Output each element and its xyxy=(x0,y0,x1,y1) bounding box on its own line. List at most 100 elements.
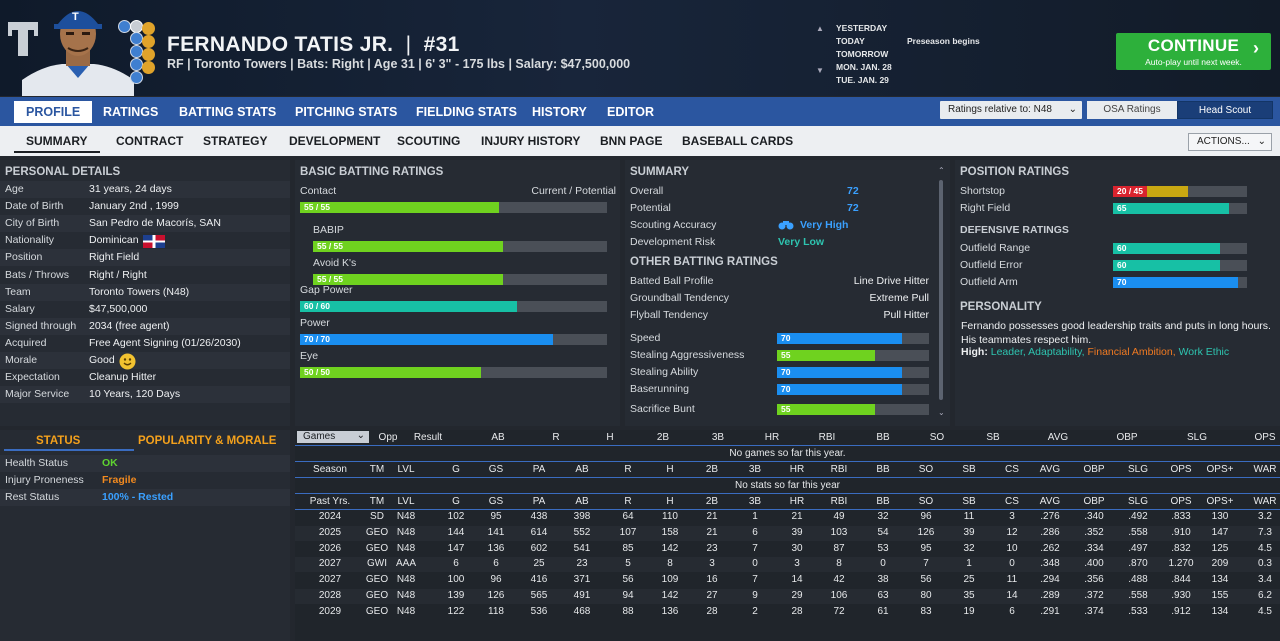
career-column-header[interactable]: H xyxy=(666,496,674,507)
tab-editor[interactable]: EDITOR xyxy=(607,105,654,119)
career-column-header[interactable]: SLG xyxy=(1127,496,1148,507)
subtab-bnn-page[interactable]: BNN PAGE xyxy=(600,134,663,148)
games-column-header[interactable]: AB xyxy=(491,432,505,443)
season-column-header[interactable]: R xyxy=(624,464,632,475)
tab-history[interactable]: HISTORY xyxy=(532,105,587,119)
tab-popularity-morale[interactable]: POPULARITY & MORALE xyxy=(138,435,277,447)
subtab-summary[interactable]: SUMMARY xyxy=(14,126,100,153)
games-column-header[interactable]: BB xyxy=(876,432,890,443)
career-column-header[interactable]: R xyxy=(624,496,632,507)
badge-icon[interactable] xyxy=(142,48,155,61)
career-column-header[interactable]: BB xyxy=(876,496,890,507)
season-column-header[interactable]: GS xyxy=(488,464,504,475)
season-column-header[interactable]: OPS+ xyxy=(1206,464,1234,475)
games-column-header[interactable]: SB xyxy=(986,432,1000,443)
games-column-header[interactable]: H xyxy=(606,432,614,443)
games-column-header[interactable]: Result xyxy=(413,432,443,443)
season-column-header[interactable]: PA xyxy=(532,464,546,475)
career-column-header[interactable]: TM xyxy=(369,496,385,507)
career-column-header[interactable]: CS xyxy=(1005,496,1019,507)
career-column-header[interactable]: AB xyxy=(575,496,589,507)
season-column-header[interactable]: SLG xyxy=(1127,464,1148,475)
season-column-header[interactable]: TM xyxy=(369,464,385,475)
season-column-header[interactable]: LVL xyxy=(397,464,415,475)
games-column-header[interactable]: R xyxy=(552,432,560,443)
games-column-header[interactable]: OPS xyxy=(1254,432,1276,443)
season-column-header[interactable]: H xyxy=(666,464,674,475)
tab-profile[interactable]: PROFILE xyxy=(14,101,93,123)
career-column-header[interactable]: SO xyxy=(918,496,934,507)
career-column-header[interactable]: RBI xyxy=(830,496,848,507)
career-column-header[interactable]: OPS xyxy=(1170,496,1192,507)
career-column-header[interactable]: PA xyxy=(532,496,546,507)
career-column-header[interactable]: OBP xyxy=(1083,496,1105,507)
schedule-day[interactable]: MON. JAN. 28 xyxy=(836,62,892,72)
career-column-header[interactable]: G xyxy=(452,496,460,507)
games-column-header[interactable]: SO xyxy=(929,432,945,443)
actions-dropdown[interactable]: ACTIONS... ⌄ xyxy=(1188,133,1272,151)
schedule-up-icon[interactable]: ▲ xyxy=(816,24,824,33)
tab-status[interactable]: STATUS xyxy=(4,435,134,451)
scroll-down-icon[interactable]: ⌄ xyxy=(938,408,945,417)
games-column-header[interactable]: SLG xyxy=(1186,432,1207,443)
season-column-header[interactable]: HR xyxy=(789,464,805,475)
season-column-header[interactable]: OPS xyxy=(1170,464,1192,475)
season-column-header[interactable]: SO xyxy=(918,464,934,475)
season-column-header[interactable]: RBI xyxy=(830,464,848,475)
career-column-header[interactable]: WAR xyxy=(1253,496,1277,507)
subtab-strategy[interactable]: STRATEGY xyxy=(203,134,268,148)
badge-icon[interactable] xyxy=(130,32,143,45)
badge-icon[interactable] xyxy=(142,22,155,35)
subtab-scouting[interactable]: SCOUTING xyxy=(397,134,461,148)
badge-icon[interactable] xyxy=(142,61,155,74)
schedule-day[interactable]: TOMORROW xyxy=(836,49,889,59)
season-column-header[interactable]: BB xyxy=(876,464,890,475)
career-column-header[interactable]: 3B xyxy=(748,496,762,507)
games-column-header[interactable]: RBI xyxy=(818,432,836,443)
scrollbar-thumb[interactable] xyxy=(939,180,943,400)
badge-icon[interactable] xyxy=(130,58,143,71)
subtab-baseball-cards[interactable]: BASEBALL CARDS xyxy=(682,134,794,148)
season-column-header[interactable]: 2B xyxy=(705,464,719,475)
badge-icon[interactable] xyxy=(142,35,155,48)
games-column-header[interactable]: 3B xyxy=(711,432,725,443)
career-column-header[interactable]: SB xyxy=(962,496,976,507)
osa-ratings-button[interactable]: OSA Ratings xyxy=(1087,101,1177,119)
games-column-header[interactable]: 2B xyxy=(656,432,670,443)
career-column-header[interactable]: HR xyxy=(789,496,805,507)
career-column-header[interactable]: 2B xyxy=(705,496,719,507)
career-column-header[interactable]: AVG xyxy=(1039,496,1061,507)
schedule-day[interactable]: TODAY xyxy=(836,36,865,46)
career-column-header[interactable]: Past Yrs. xyxy=(309,496,351,507)
games-column-header[interactable]: HR xyxy=(764,432,780,443)
games-column-header[interactable]: AVG xyxy=(1047,432,1069,443)
career-column-header[interactable]: GS xyxy=(488,496,504,507)
season-column-header[interactable]: SB xyxy=(962,464,976,475)
career-column-header[interactable]: LVL xyxy=(397,496,415,507)
tab-fielding-stats[interactable]: FIELDING STATS xyxy=(416,105,517,119)
tab-batting-stats[interactable]: BATTING STATS xyxy=(179,105,277,119)
tab-ratings[interactable]: RATINGS xyxy=(103,105,159,119)
season-column-header[interactable]: OBP xyxy=(1083,464,1105,475)
tab-pitching-stats[interactable]: PITCHING STATS xyxy=(295,105,398,119)
schedule-down-icon[interactable]: ▼ xyxy=(816,66,824,75)
season-column-header[interactable]: Season xyxy=(313,464,347,475)
games-column-header[interactable]: Opp xyxy=(378,432,398,443)
badge-icon[interactable] xyxy=(130,45,143,58)
season-column-header[interactable]: AB xyxy=(575,464,589,475)
season-column-header[interactable]: WAR xyxy=(1253,464,1277,475)
subtab-contract[interactable]: CONTRACT xyxy=(116,134,184,148)
season-column-header[interactable]: G xyxy=(452,464,460,475)
player-badges[interactable] xyxy=(114,18,158,88)
subtab-injury-history[interactable]: INJURY HISTORY xyxy=(481,134,581,148)
schedule-day[interactable]: YESTERDAY xyxy=(836,23,888,33)
continue-button[interactable]: CONTINUE Auto-play until next week. › xyxy=(1116,33,1271,70)
season-column-header[interactable]: 3B xyxy=(748,464,762,475)
subtab-development[interactable]: DEVELOPMENT xyxy=(289,134,381,148)
scroll-up-icon[interactable]: ⌃ xyxy=(938,166,945,175)
summary-scrollbar[interactable]: ⌃ ⌄ xyxy=(938,166,945,422)
ratings-relative-select[interactable]: Ratings relative to: N48 ⌄ xyxy=(940,101,1082,119)
career-column-header[interactable]: OPS+ xyxy=(1206,496,1234,507)
badge-icon[interactable] xyxy=(130,71,143,84)
games-select[interactable]: Games ⌄ xyxy=(297,430,369,443)
